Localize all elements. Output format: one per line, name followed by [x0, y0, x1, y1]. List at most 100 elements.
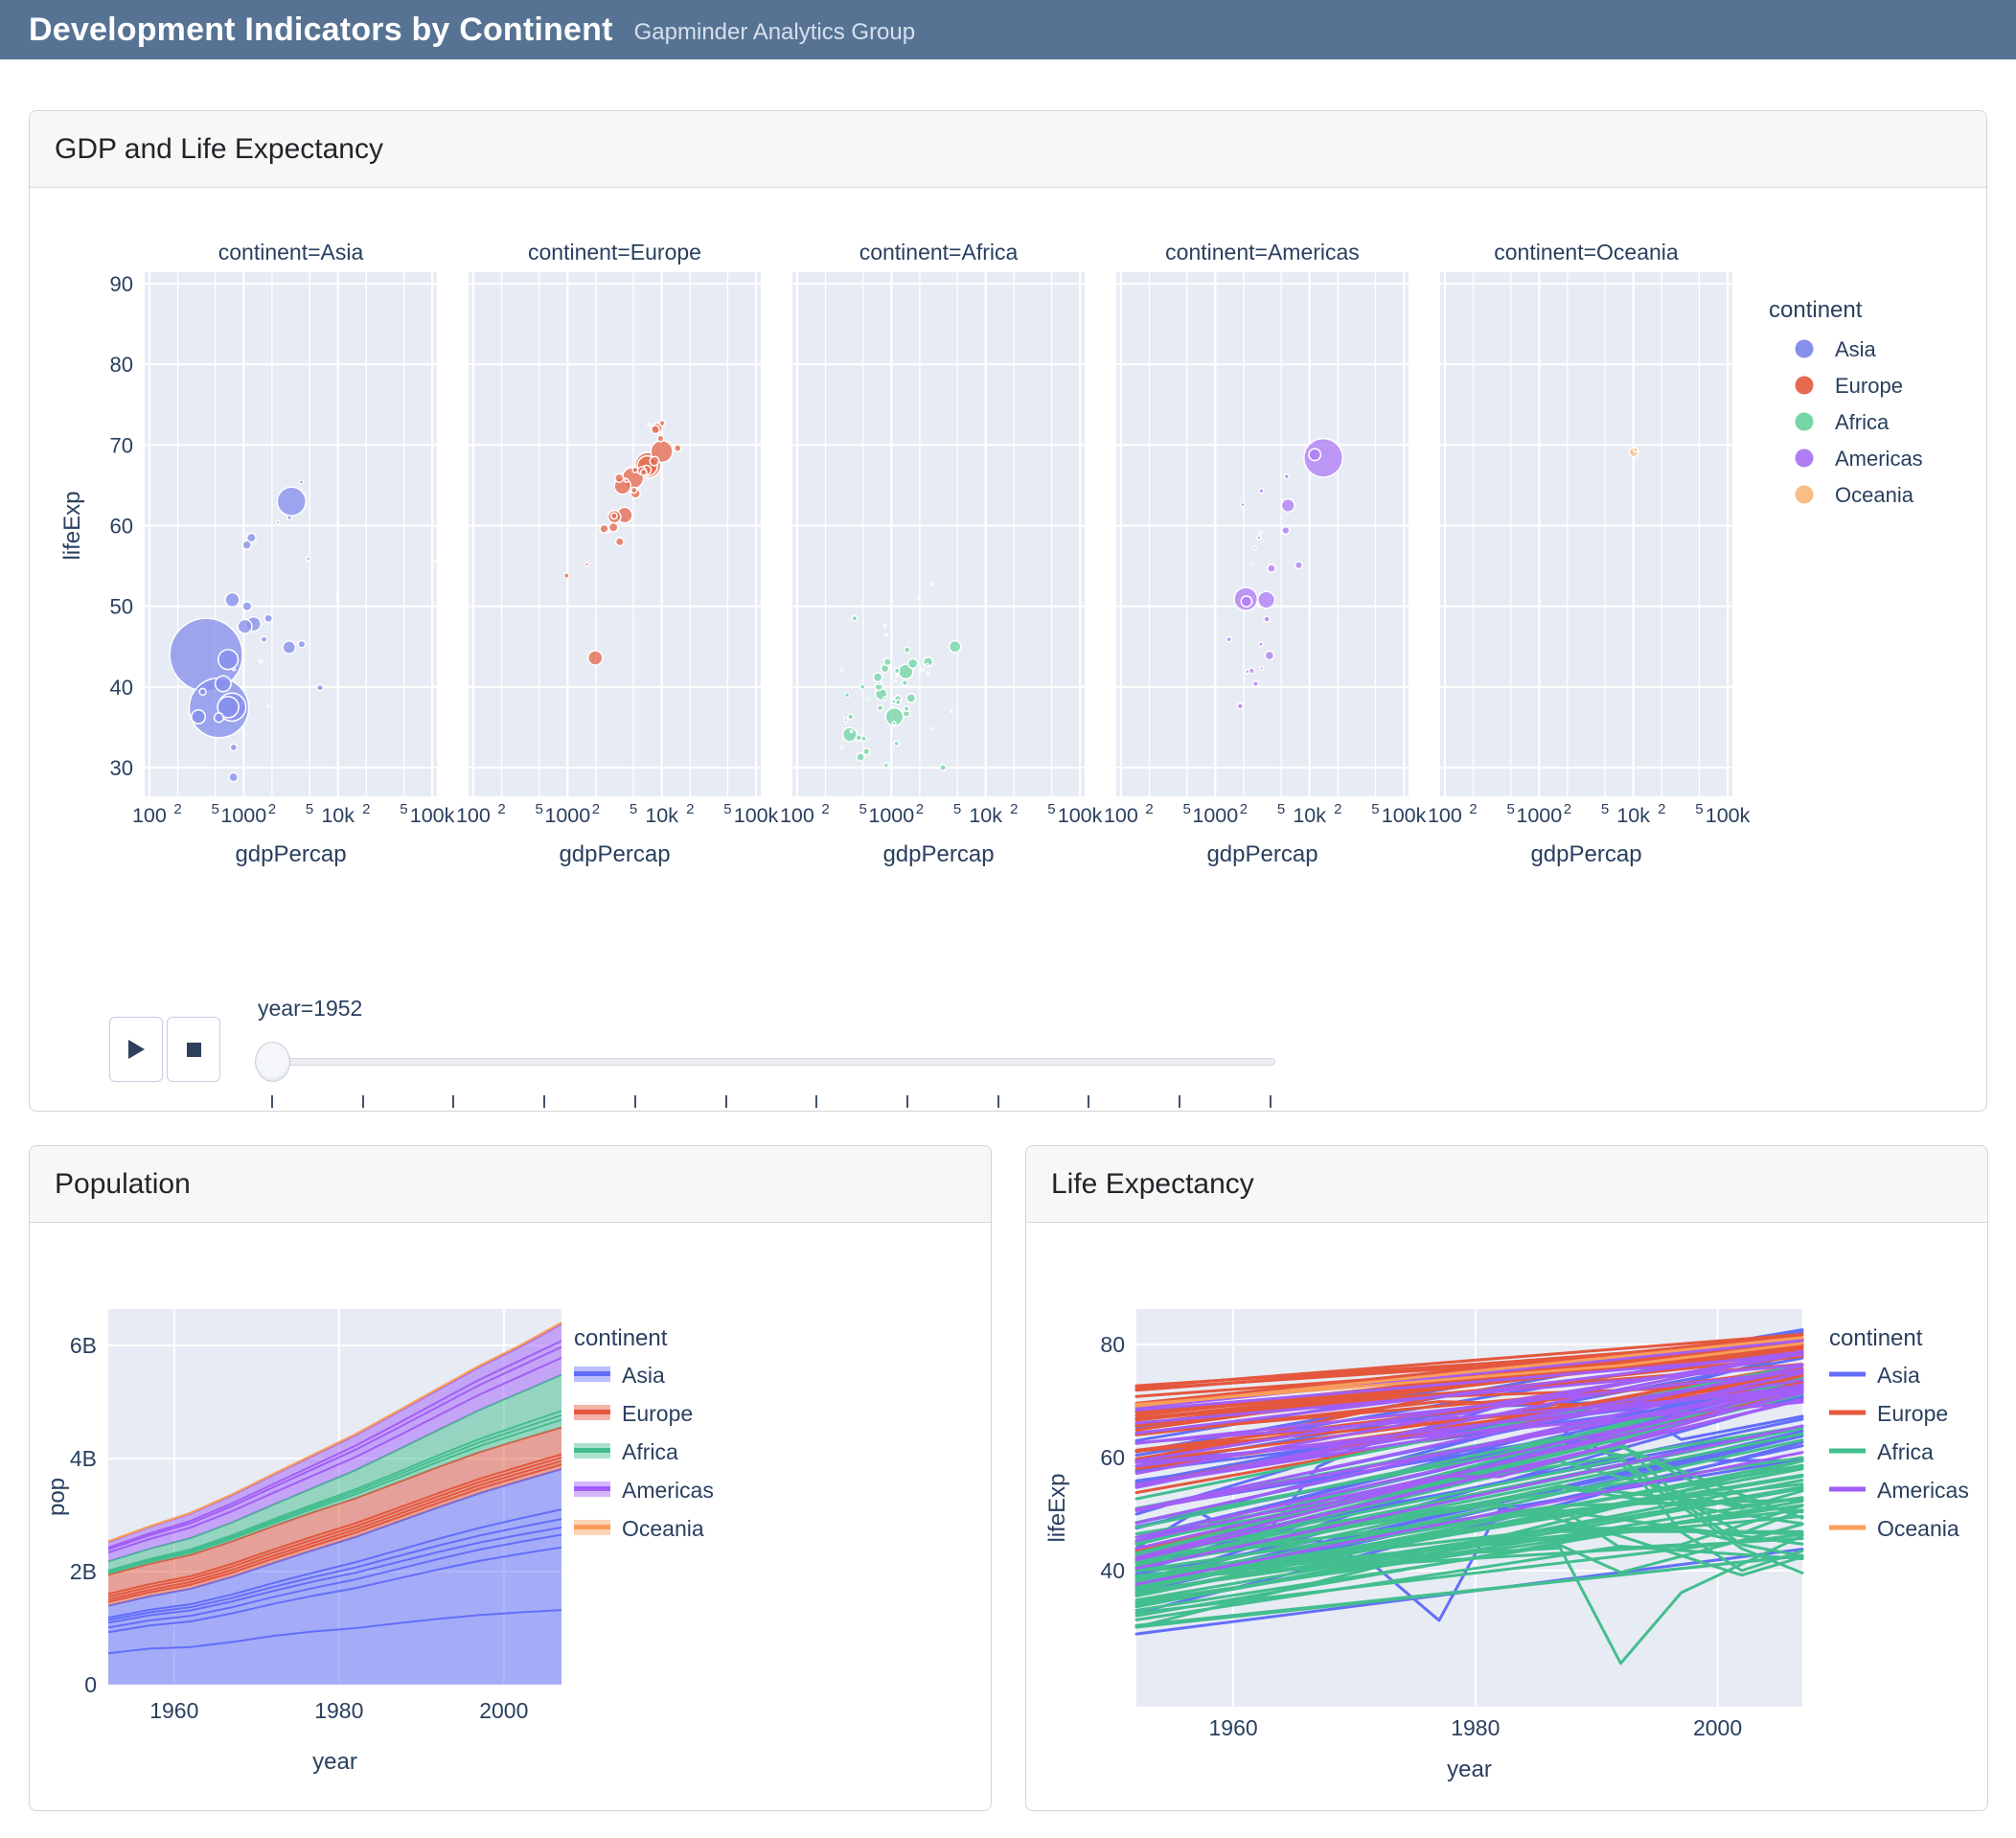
data-point-asia[interactable]	[214, 675, 232, 693]
data-point-asia[interactable]	[260, 635, 268, 644]
data-point-africa[interactable]	[929, 726, 934, 731]
data-point-africa[interactable]	[891, 721, 897, 726]
data-point-africa[interactable]	[882, 762, 889, 769]
data-point-europe[interactable]	[606, 530, 609, 535]
data-point-americas[interactable]	[1256, 590, 1276, 609]
data-point-africa[interactable]	[841, 726, 858, 743]
data-point-americas[interactable]	[1258, 531, 1263, 536]
country-line-niger[interactable]	[1134, 1473, 1804, 1587]
data-point-europe[interactable]	[584, 562, 590, 567]
data-point-asia[interactable]	[298, 479, 305, 485]
area-band-india[interactable]	[108, 1547, 561, 1654]
data-point-africa[interactable]	[882, 624, 887, 628]
country-line-panama[interactable]	[1134, 1368, 1804, 1486]
data-point-europe[interactable]	[673, 444, 682, 452]
country-line-bolivia[interactable]	[1134, 1424, 1804, 1571]
area-band-china[interactable]	[108, 1610, 561, 1685]
legend-item-asia[interactable]: Asia	[574, 1363, 665, 1388]
country-line-zimbabwe[interactable]	[1134, 1442, 1804, 1573]
data-point-africa[interactable]	[925, 662, 929, 668]
data-point-oceania[interactable]	[1632, 447, 1639, 453]
data-point-europe[interactable]	[631, 466, 639, 473]
data-point-asia[interactable]	[297, 639, 307, 649]
data-point-africa[interactable]	[847, 713, 855, 721]
country-line-haiti[interactable]	[1134, 1451, 1804, 1586]
data-point-africa[interactable]	[895, 674, 900, 678]
data-point-americas[interactable]	[1263, 615, 1271, 623]
country-line-swaziland[interactable]	[1134, 1462, 1804, 1574]
data-point-americas[interactable]	[1256, 535, 1262, 540]
data-point-africa[interactable]	[891, 699, 897, 704]
legend-item-africa[interactable]: Africa	[1795, 410, 1890, 434]
country-line-namibia[interactable]	[1134, 1444, 1804, 1563]
data-point-europe[interactable]	[650, 425, 660, 435]
data-point-americas[interactable]	[1257, 641, 1264, 648]
data-point-americas[interactable]	[1249, 562, 1255, 567]
data-point-africa[interactable]	[926, 671, 930, 676]
legend-item-oceania[interactable]: Oceania	[574, 1516, 704, 1541]
data-point-americas[interactable]	[1251, 679, 1259, 687]
data-point-europe[interactable]	[562, 572, 570, 580]
data-point-africa[interactable]	[851, 614, 859, 622]
data-point-asia[interactable]	[259, 658, 263, 663]
data-point-americas[interactable]	[1258, 488, 1265, 494]
data-point-europe[interactable]	[607, 521, 619, 533]
data-point-asia[interactable]	[282, 640, 297, 655]
data-point-africa[interactable]	[906, 657, 919, 670]
data-point-europe[interactable]	[609, 512, 618, 520]
legend-item-americas[interactable]: Americas	[574, 1478, 714, 1503]
data-point-africa[interactable]	[893, 667, 901, 675]
country-line-uganda[interactable]	[1134, 1504, 1804, 1573]
legend-item-africa[interactable]: Africa	[574, 1439, 678, 1464]
data-point-africa[interactable]	[839, 745, 844, 749]
legend-item-europe[interactable]: Europe	[1829, 1401, 1948, 1426]
legend-item-oceania[interactable]: Oceania	[1829, 1516, 1959, 1541]
data-point-africa[interactable]	[862, 747, 871, 756]
data-point-africa[interactable]	[948, 639, 962, 654]
data-point-africa[interactable]	[849, 729, 854, 733]
legend-item-europe[interactable]: Europe	[574, 1401, 693, 1426]
data-point-asia[interactable]	[228, 771, 240, 783]
data-point-africa[interactable]	[893, 740, 901, 747]
data-point-americas[interactable]	[1236, 702, 1244, 710]
area-band-rest-of-europe[interactable]	[108, 1427, 561, 1595]
country-line-mozambique[interactable]	[1134, 1545, 1804, 1621]
play-button[interactable]	[109, 1017, 163, 1082]
country-line-peru[interactable]	[1134, 1391, 1804, 1551]
country-line-somalia[interactable]	[1134, 1523, 1804, 1612]
data-point-americas[interactable]	[1281, 525, 1291, 536]
country-line-north-korea[interactable]	[1134, 1400, 1804, 1516]
data-point-africa[interactable]	[949, 709, 953, 713]
lifeexp-line-chart[interactable]: 40 60 80 1960 1980 2000 lifeExp year continent As…	[1026, 1223, 1987, 1803]
data-point-europe[interactable]	[614, 537, 625, 547]
population-area-chart[interactable]: 0 2B 4B 6B 1960 1980 2000 pop year continent Asia E…	[30, 1223, 991, 1803]
data-point-africa[interactable]	[903, 646, 911, 654]
data-point-africa[interactable]	[939, 763, 948, 772]
year-slider-rail[interactable]	[272, 1058, 1275, 1066]
data-point-asia[interactable]	[217, 696, 240, 719]
data-point-americas[interactable]	[1240, 501, 1246, 508]
data-point-asia[interactable]	[276, 486, 307, 517]
country-line-venezuela[interactable]	[1134, 1378, 1804, 1487]
data-point-europe[interactable]	[649, 455, 660, 467]
data-point-asia[interactable]	[433, 559, 438, 563]
legend-item-americas[interactable]: Americas	[1829, 1478, 1969, 1503]
area-band-indonesia[interactable]	[108, 1534, 561, 1633]
data-point-africa[interactable]	[882, 696, 888, 701]
country-line-switzerland[interactable]	[1134, 1333, 1804, 1405]
data-point-americas[interactable]	[1252, 545, 1257, 551]
data-point-europe[interactable]	[647, 423, 651, 427]
stop-button[interactable]	[167, 1017, 220, 1082]
country-line-cuba[interactable]	[1134, 1352, 1804, 1463]
data-point-asia[interactable]	[198, 687, 207, 697]
data-point-africa[interactable]	[930, 583, 934, 586]
area-band-bangladesh[interactable]	[108, 1519, 561, 1623]
data-point-americas[interactable]	[1294, 561, 1303, 570]
data-point-africa[interactable]	[920, 667, 925, 673]
data-point-africa[interactable]	[893, 679, 898, 683]
country-line-guinea-bissau[interactable]	[1134, 1532, 1804, 1615]
country-line-paraguay[interactable]	[1134, 1389, 1804, 1445]
data-point-africa[interactable]	[882, 657, 892, 667]
data-point-americas[interactable]	[1308, 448, 1322, 462]
data-point-asia[interactable]	[245, 532, 257, 543]
